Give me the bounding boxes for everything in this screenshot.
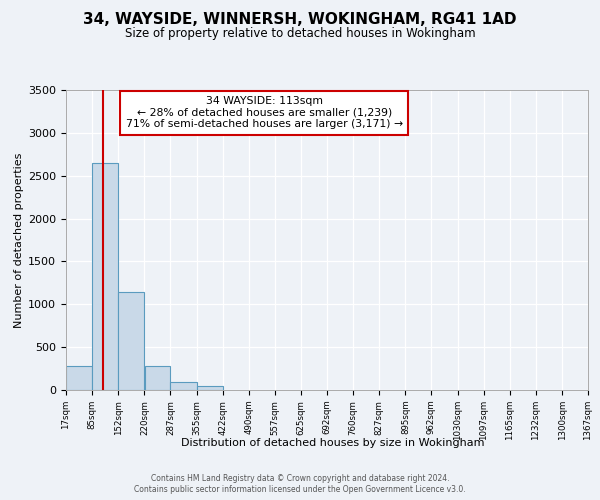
Bar xyxy=(92,163,118,390)
Bar xyxy=(170,382,197,390)
Text: Distribution of detached houses by size in Wokingham: Distribution of detached houses by size … xyxy=(181,438,485,448)
Text: Size of property relative to detached houses in Wokingham: Size of property relative to detached ho… xyxy=(125,28,475,40)
Text: Contains public sector information licensed under the Open Government Licence v3: Contains public sector information licen… xyxy=(134,485,466,494)
Bar xyxy=(145,366,170,390)
Y-axis label: Number of detached properties: Number of detached properties xyxy=(14,152,24,328)
Text: 34 WAYSIDE: 113sqm
← 28% of detached houses are smaller (1,239)
71% of semi-deta: 34 WAYSIDE: 113sqm ← 28% of detached hou… xyxy=(126,96,403,129)
Text: Contains HM Land Registry data © Crown copyright and database right 2024.: Contains HM Land Registry data © Crown c… xyxy=(151,474,449,483)
Text: 34, WAYSIDE, WINNERSH, WOKINGHAM, RG41 1AD: 34, WAYSIDE, WINNERSH, WOKINGHAM, RG41 1… xyxy=(83,12,517,28)
Bar xyxy=(66,366,92,390)
Bar xyxy=(197,386,223,390)
Bar xyxy=(118,292,145,390)
